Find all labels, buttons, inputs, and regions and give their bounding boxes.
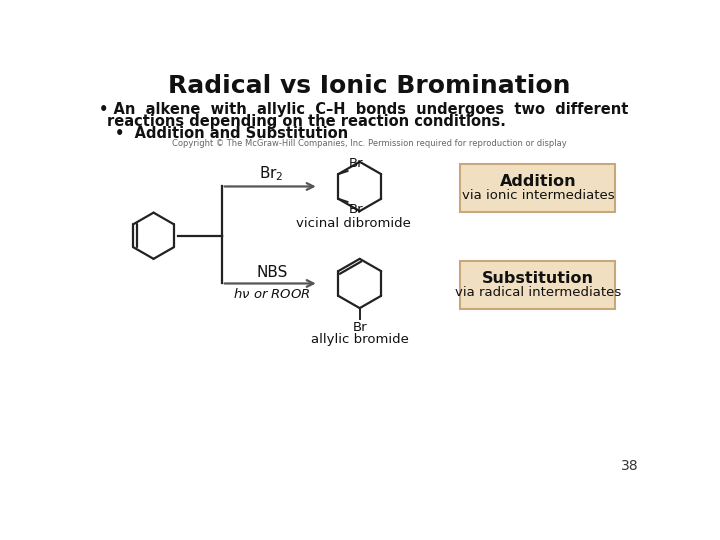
Text: NBS: NBS <box>256 265 287 280</box>
Text: vicinal dibromide: vicinal dibromide <box>296 217 411 230</box>
Text: Br: Br <box>352 321 367 334</box>
Text: $h\nu$ or ROOR: $h\nu$ or ROOR <box>233 287 310 301</box>
FancyBboxPatch shape <box>461 261 616 309</box>
Text: Substitution: Substitution <box>482 272 594 286</box>
Text: via radical intermediates: via radical intermediates <box>455 286 621 299</box>
Text: Copyright © The McGraw-Hill Companies, Inc. Permission required for reproduction: Copyright © The McGraw-Hill Companies, I… <box>171 139 567 148</box>
Text: 38: 38 <box>621 459 639 473</box>
Text: via ionic intermediates: via ionic intermediates <box>462 189 614 202</box>
Text: allylic bromide: allylic bromide <box>311 333 409 346</box>
Text: • An  alkene  with  allylic  C–H  bonds  undergoes  two  different: • An alkene with allylic C–H bonds under… <box>99 102 629 117</box>
Text: Addition: Addition <box>500 174 576 190</box>
Text: Radical vs Ionic Bromination: Radical vs Ionic Bromination <box>168 74 570 98</box>
Text: Br: Br <box>349 157 364 170</box>
Text: Br: Br <box>349 204 364 217</box>
FancyBboxPatch shape <box>461 164 616 212</box>
Text: reactions depending on the reaction conditions.: reactions depending on the reaction cond… <box>107 114 506 129</box>
Text: •  Addition and Substitution: • Addition and Substitution <box>114 126 348 141</box>
Text: Br$_2$: Br$_2$ <box>259 164 284 183</box>
